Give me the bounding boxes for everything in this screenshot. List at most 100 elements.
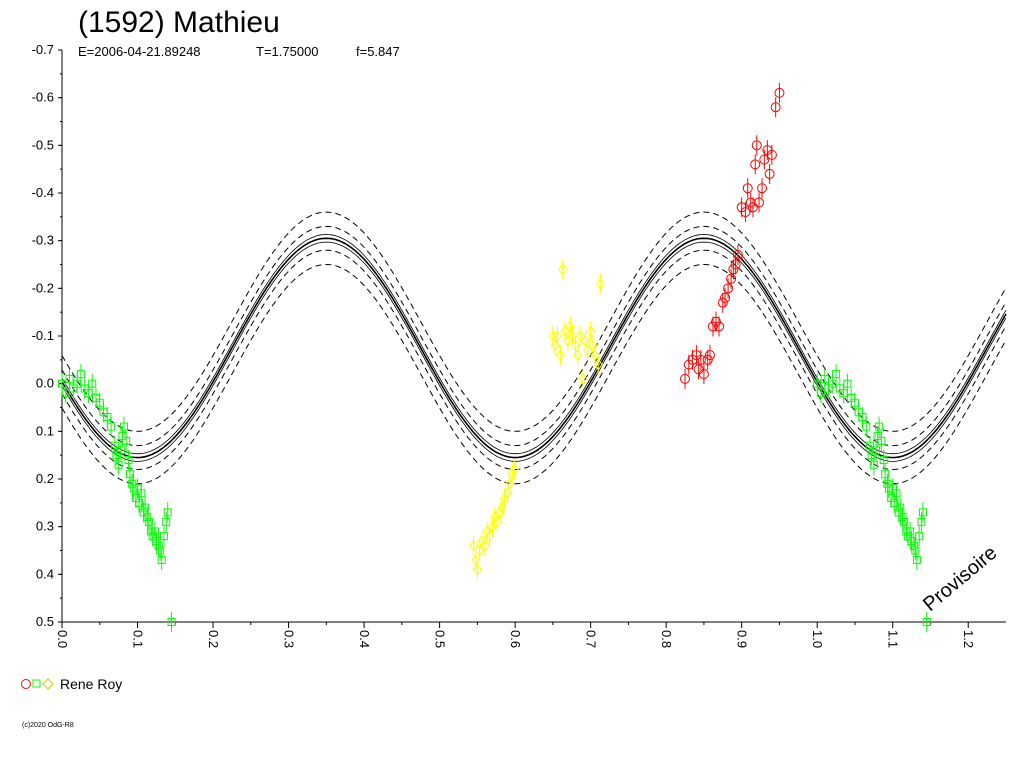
legend: Rene Roy (21, 676, 122, 692)
data-point-circle (698, 364, 709, 385)
data-point-square (107, 416, 116, 437)
data-point-square (162, 511, 171, 532)
data-points (58, 82, 931, 632)
x-tick-label: 0.3 (282, 630, 297, 648)
data-point-square (116, 440, 125, 461)
data-point-square (843, 373, 852, 394)
data-point-circle (720, 287, 731, 308)
y-tick-label: -0.2 (32, 280, 54, 295)
legend-label: Rene Roy (60, 676, 122, 692)
x-tick-label: 0.8 (659, 630, 674, 648)
f-label: f=5.847 (356, 44, 400, 59)
data-point-square (872, 440, 881, 461)
y-tick-label: -0.3 (32, 233, 54, 248)
data-point-square (816, 383, 825, 404)
data-point-diamond (567, 326, 578, 346)
data-point-square (110, 435, 119, 456)
data-point-square (881, 464, 890, 485)
data-point-circle (740, 202, 751, 223)
y-tick-label: -0.7 (32, 42, 54, 57)
data-point-square (862, 416, 871, 437)
data-point-square (122, 430, 131, 451)
data-point-square (898, 507, 907, 528)
data-point-circle (728, 259, 739, 280)
y-tick-label: -0.4 (32, 185, 54, 200)
data-point-circle (723, 278, 734, 299)
data-point-diamond (509, 459, 520, 480)
data-point-square (88, 373, 97, 394)
data-point-square (112, 445, 121, 466)
y-tick-label: 0.3 (36, 519, 54, 534)
data-point-square (154, 535, 163, 556)
data-point-circle (714, 316, 725, 337)
data-point-diamond (468, 535, 479, 556)
data-point-diamond (582, 340, 593, 361)
data-point-square (114, 454, 123, 475)
data-point-square (143, 507, 152, 528)
data-point-circle (766, 144, 777, 165)
y-tick-label: 0.1 (36, 423, 54, 438)
data-point-square (125, 464, 134, 485)
chart-title: (1592) Mathieu (78, 6, 280, 39)
data-point-diamond (578, 368, 588, 389)
fit-curve-dashed (61, 249, 1007, 471)
data-point-square (869, 454, 878, 475)
data-point-diamond (552, 326, 563, 346)
y-tick-label: 0.4 (36, 566, 54, 581)
data-point-circle (750, 154, 761, 175)
data-point-circle (759, 149, 770, 170)
x-tick-label: 0.0 (55, 630, 70, 648)
x-tick-label: 0.6 (508, 630, 523, 648)
data-point-circle (726, 268, 737, 289)
data-point-square (137, 483, 146, 504)
x-tick-label: 0.4 (357, 630, 372, 648)
x-tick-label: 1.2 (961, 630, 976, 648)
data-point-square (875, 416, 884, 437)
data-point-circle (751, 135, 762, 156)
x-tick-label: 0.9 (735, 630, 750, 648)
data-point-circle (717, 292, 728, 313)
data-point-circle (702, 349, 713, 370)
data-point-square (124, 449, 133, 470)
data-point-circle (764, 163, 775, 184)
data-point-square (915, 526, 924, 547)
x-tick-label: 0.2 (206, 630, 221, 648)
legend-square-icon (32, 679, 41, 688)
y-tick-label: 0.0 (36, 376, 54, 391)
fit-curve-band (61, 241, 1007, 462)
data-point-circle (754, 192, 765, 213)
data-point-square (900, 511, 909, 532)
data-point-circle (748, 197, 759, 218)
data-point-diamond (472, 559, 483, 580)
data-point-square (159, 526, 168, 547)
copyright: (c)2020 OdG-R8 (22, 722, 74, 729)
fit-curve-dashed (61, 225, 1007, 447)
data-point-circle (774, 82, 785, 103)
data-point-square (896, 497, 905, 518)
y-tick-label: 0.2 (36, 471, 54, 486)
data-point-circle (704, 345, 715, 366)
data-point-square (912, 550, 921, 571)
fit-curve (61, 237, 1007, 459)
data-point-square (144, 511, 153, 532)
data-point-diamond (573, 345, 583, 366)
data-point-diamond (555, 345, 566, 366)
data-point-square (866, 435, 875, 456)
data-point-square (922, 612, 931, 632)
y-tick-label: -0.5 (32, 137, 54, 152)
data-point-diamond (595, 273, 606, 294)
fit-curve-band (61, 234, 1007, 455)
data-point-circle (695, 349, 706, 370)
data-point-square (892, 483, 901, 504)
data-point-square (917, 511, 926, 532)
x-tick-label: 0.7 (584, 630, 599, 648)
data-point-circle (680, 368, 691, 389)
x-tick-label: 1.0 (810, 630, 825, 648)
data-point-square (883, 473, 892, 494)
data-point-square (832, 364, 841, 385)
data-point-diamond (575, 326, 585, 346)
data-point-square (141, 497, 150, 518)
legend-circle-icon (21, 679, 31, 689)
data-point-diamond (560, 321, 570, 342)
